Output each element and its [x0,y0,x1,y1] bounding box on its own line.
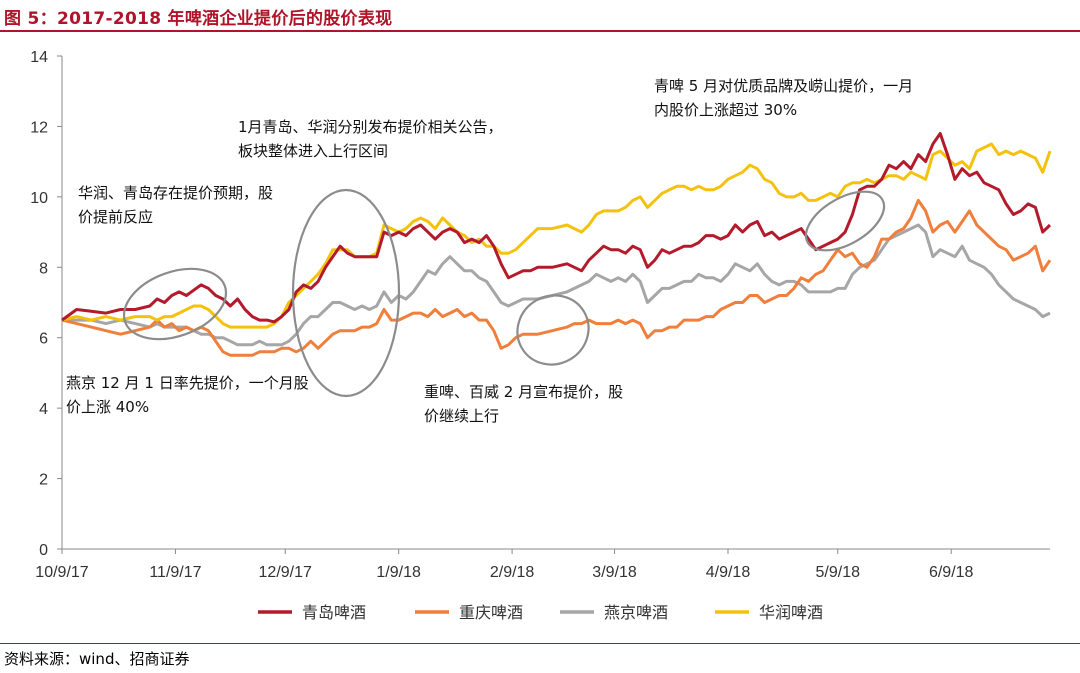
annotation-0-line-1: 价提前反应 [78,208,153,226]
figure-title: 图 5：2017-2018 年啤酒企业提价后的股价表现 [4,9,393,29]
series-layer [61,132,1052,357]
y-tick-label: 0 [39,542,48,559]
y-tick-label: 8 [39,260,48,277]
series-line-2 [62,223,1051,347]
legend: 青岛啤酒 重庆啤酒 燕京啤酒 华润啤酒 [258,603,823,622]
x-tick-label: 11/9/17 [149,564,201,581]
source-note: 资料来源：wind、招商证券 [4,650,190,668]
series-line-3 [61,142,1052,329]
highlight-ellipses [122,188,886,398]
line-chart: 0 2 4 6 8 10 12 14 10/9/17 11/9/17 12/9/17 1/9/18 2/… [30,49,1052,622]
annotation-3-line-1: 价上涨 40% [66,398,149,416]
y-tick-label: 12 [30,119,48,136]
x-tick-label: 2/9/18 [490,564,535,581]
highlight-ellipse-2 [516,294,590,366]
y-tick-label: 10 [30,190,48,207]
annotation-0-line-0: 华润、青岛存在提价预期，股 [78,184,273,202]
x-tick-label: 6/9/18 [929,564,974,581]
legend-label-1: 重庆啤酒 [459,603,523,622]
title-rule [0,30,1080,32]
x-tick-label: 3/9/18 [592,564,637,581]
source-rule [0,643,1080,644]
annotation-1-line-0: 1月青岛、华润分别发布提价相关公告， [238,118,503,136]
annotation-1-line-1: 板块整体进入上行区间 [238,142,388,160]
y-tick-label: 4 [39,401,48,418]
x-tick-label: 1/9/18 [376,564,421,581]
legend-label-2: 燕京啤酒 [604,603,668,622]
x-tick-label: 5/9/18 [816,564,861,581]
chart-axes: 0 2 4 6 8 10 12 14 10/9/17 11/9/17 12/9/17 1/9/18 2/… [30,49,1050,581]
series-line-0 [61,132,1052,324]
annotation-2-line-0: 青啤 5 月对优质品牌及崂山提价，一月 [654,77,913,95]
annotation-4-line-1: 价继续上行 [424,407,499,425]
highlight-ellipse-0 [122,267,228,341]
series-line-1 [61,198,1052,357]
x-tick-label: 4/9/18 [706,564,751,581]
annotation-2-line-1: 内股价上涨超过 30% [654,101,797,119]
legend-label-3: 华润啤酒 [759,603,823,622]
highlight-ellipse-1 [291,188,401,398]
x-tick-label: 10/9/17 [35,564,88,581]
y-tick-label: 14 [30,49,48,66]
y-tick-label: 2 [39,472,48,489]
y-tick-label: 6 [39,331,48,348]
annotation-3-line-0: 燕京 12 月 1 日率先提价，一个月股 [66,374,309,392]
x-tick-label: 12/9/17 [259,564,312,581]
annotation-4-line-0: 重啤、百威 2 月宣布提价，股 [424,383,623,401]
highlight-ellipse-3 [804,190,886,252]
legend-label-0: 青岛啤酒 [302,603,366,622]
